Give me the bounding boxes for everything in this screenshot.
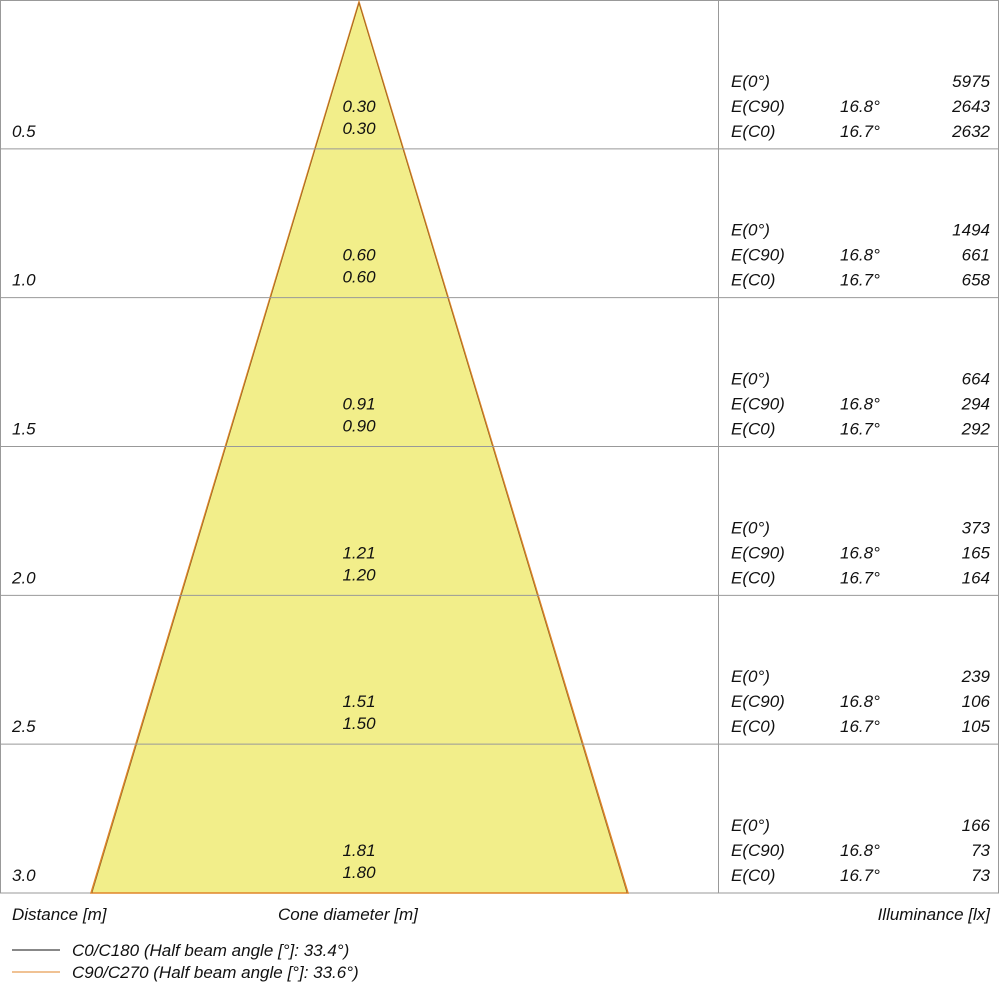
cone-label: 1.80 [342, 863, 376, 882]
footer-cone: Cone diameter [m] [278, 905, 419, 924]
cone-label: 0.91 [342, 395, 375, 414]
illuminance-value: 73 [971, 841, 990, 860]
illuminance-value: 73 [971, 866, 990, 885]
illuminance-label: E(C90) [731, 841, 785, 860]
illuminance-value: 165 [962, 543, 991, 562]
illuminance-value: 2632 [951, 122, 990, 141]
illuminance-value: 5975 [952, 72, 990, 91]
illuminance-label: E(C0) [731, 717, 775, 736]
legend-text: C90/C270 (Half beam angle [°]: 33.6°) [72, 963, 359, 982]
cone [89, 0, 630, 894]
illuminance-label: E(C90) [731, 246, 785, 265]
cone-label: 1.50 [342, 714, 376, 733]
illuminance-value: 292 [961, 420, 991, 439]
illuminance-label: E(0°) [731, 816, 770, 835]
illuminance-label: E(C0) [731, 866, 775, 885]
illuminance-angle: 16.7° [840, 568, 880, 587]
footer-distance: Distance [m] [12, 905, 108, 924]
illuminance-label: E(0°) [731, 72, 770, 91]
illuminance-label: E(C90) [731, 543, 785, 562]
cone-label: 1.51 [342, 692, 375, 711]
cone-label: 0.90 [342, 417, 376, 436]
illuminance-value: 106 [962, 692, 991, 711]
illuminance-angle: 16.8° [840, 246, 880, 265]
illuminance-value: 373 [962, 518, 991, 537]
cone-label: 0.30 [342, 119, 376, 138]
distance-label: 3.0 [12, 866, 36, 885]
illuminance-label: E(0°) [731, 667, 770, 686]
cone-label: 1.81 [342, 841, 375, 860]
illuminance-angle: 16.7° [840, 866, 880, 885]
cone-label: 0.30 [342, 97, 376, 116]
distance-label: 1.0 [12, 271, 36, 290]
illuminance-value: 658 [962, 271, 991, 290]
distance-label: 2.5 [11, 717, 36, 736]
legend-text: C0/C180 (Half beam angle [°]: 33.4°) [72, 941, 349, 960]
illuminance-value: 661 [962, 246, 990, 265]
illuminance-angle: 16.7° [840, 122, 880, 141]
illuminance-value: 664 [962, 370, 990, 389]
distance-label: 1.5 [12, 420, 36, 439]
illuminance-label: E(0°) [731, 221, 770, 240]
illuminance-label: E(0°) [731, 370, 770, 389]
illuminance-angle: 16.8° [840, 841, 880, 860]
cone-outline [91, 1, 628, 894]
illuminance-label: E(C0) [731, 122, 775, 141]
distance-label: 2.0 [11, 568, 36, 587]
cone-label: 1.20 [342, 565, 376, 584]
illuminance-value: 294 [961, 395, 990, 414]
illuminance-angle: 16.8° [840, 395, 880, 414]
illuminance-value: 164 [962, 568, 990, 587]
illuminance-value: 2643 [951, 97, 990, 116]
cone-label: 0.60 [342, 268, 376, 287]
illuminance-label: E(C90) [731, 395, 785, 414]
cone-label: 0.60 [342, 246, 376, 265]
illuminance-angle: 16.7° [840, 420, 880, 439]
illuminance-value: 1494 [952, 221, 990, 240]
illuminance-angle: 16.7° [840, 717, 880, 736]
illuminance-value: 166 [962, 816, 991, 835]
illuminance-angle: 16.8° [840, 692, 880, 711]
illuminance-label: E(C90) [731, 692, 785, 711]
illuminance-label: E(0°) [731, 518, 770, 537]
illuminance-label: E(C0) [731, 271, 775, 290]
illuminance-label: E(C0) [731, 568, 775, 587]
illuminance-label: E(C90) [731, 97, 785, 116]
illuminance-label: E(C0) [731, 420, 775, 439]
illuminance-value: 105 [962, 717, 991, 736]
cone-label: 1.21 [342, 543, 375, 562]
illuminance-angle: 16.7° [840, 271, 880, 290]
illuminance-angle: 16.8° [840, 543, 880, 562]
footer-illuminance: Illuminance [lx] [878, 905, 992, 924]
illuminance-value: 239 [961, 667, 991, 686]
illuminance-angle: 16.8° [840, 97, 880, 116]
distance-label: 0.5 [12, 122, 36, 141]
